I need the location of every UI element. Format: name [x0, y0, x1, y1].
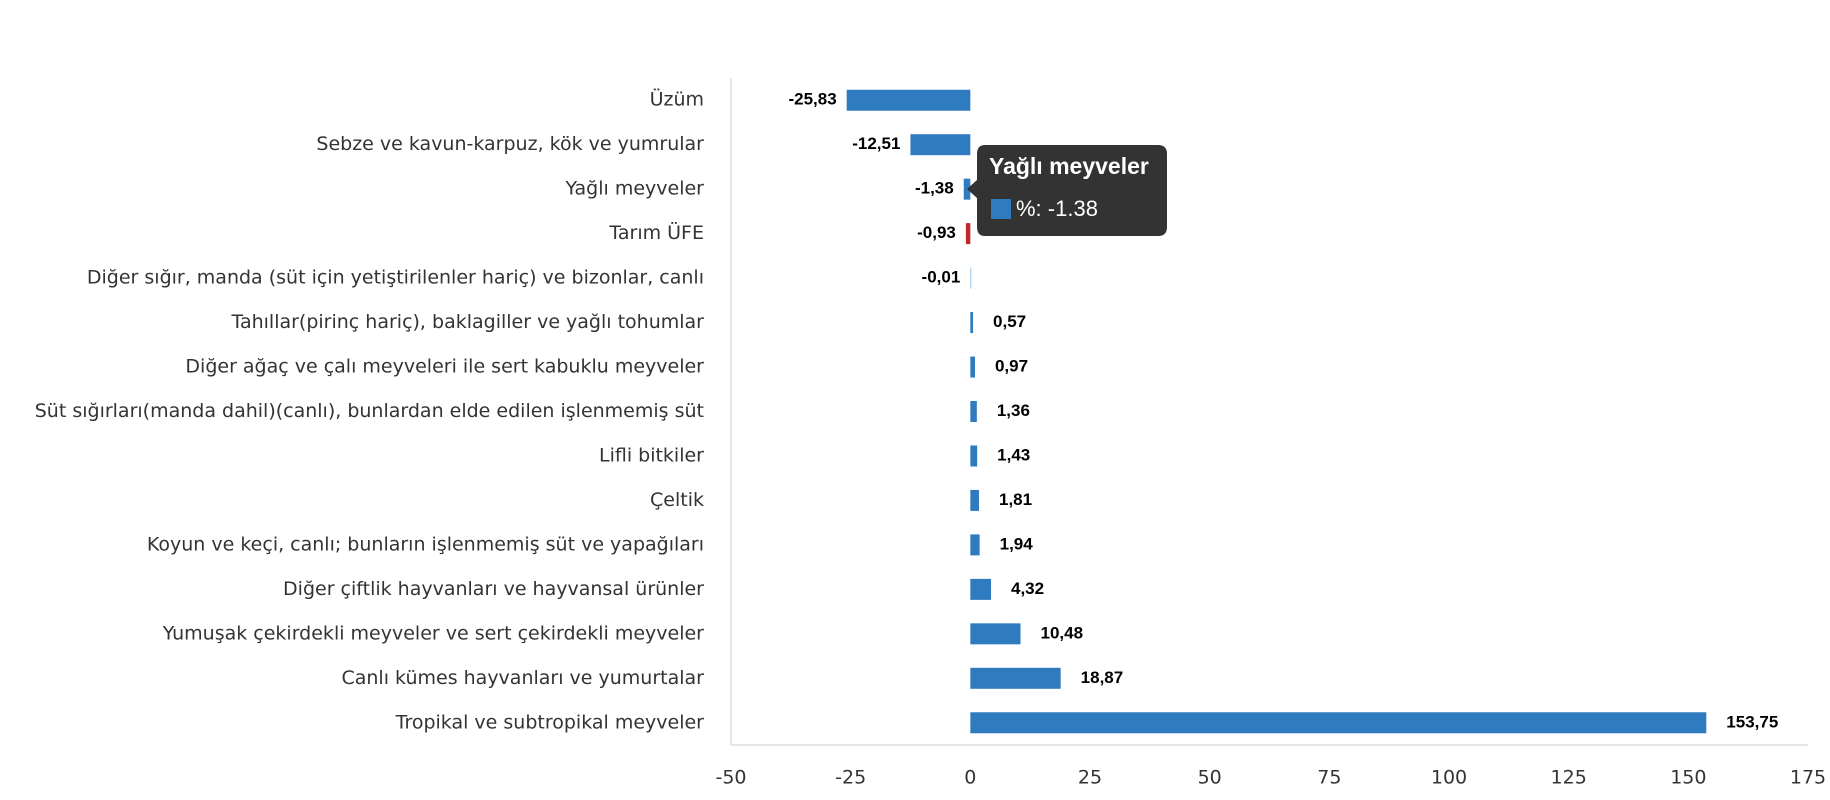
x-tick-label: 125: [1551, 767, 1587, 789]
x-tick-label: 0: [964, 767, 976, 789]
data-label: 0,97: [995, 357, 1028, 376]
data-label: 1,81: [999, 490, 1032, 509]
tooltip-title: Yağlı meyveler: [989, 153, 1149, 179]
y-tick-label: Üzüm: [650, 88, 704, 111]
bar: [970, 534, 980, 556]
bar: [970, 356, 975, 378]
tooltip-swatch: [991, 199, 1011, 219]
y-tick-label: Tahıllar(pirinç hariç), baklagiller ve y…: [230, 311, 704, 333]
x-tick-label: 175: [1790, 767, 1826, 789]
y-tick-label: Koyun ve keçi, canlı; bunların işlenmemi…: [147, 533, 704, 555]
data-label: -1,38: [915, 179, 954, 198]
bar: [910, 134, 971, 156]
data-label: -0,01: [922, 268, 961, 287]
x-tick-label: -50: [715, 767, 746, 789]
bar: [846, 89, 971, 111]
y-tick-label: Diğer ağaç ve çalı meyveleri ile sert ka…: [185, 356, 704, 378]
data-label: 4,32: [1011, 579, 1044, 598]
y-tick-label: Sebze ve kavun-karpuz, kök ve yumrular: [316, 133, 704, 155]
bar: [970, 445, 978, 467]
y-tick-label: Tarım ÜFE: [608, 221, 704, 244]
y-tick-label: Yumuşak çekirdekli meyveler ve sert çeki…: [162, 622, 704, 644]
tooltip: Yağlı meyveler %: -1.38: [967, 145, 1167, 236]
data-label: 0,57: [993, 312, 1026, 331]
x-tick-label: 75: [1317, 767, 1341, 789]
bar: [970, 401, 977, 422]
bar: [970, 623, 1021, 645]
y-tick-label: Lifli bitkiler: [599, 444, 704, 466]
data-label: 1,94: [1000, 534, 1034, 553]
data-label: -12,51: [852, 134, 900, 153]
x-tick-label: 50: [1198, 767, 1222, 789]
x-tick-label: 150: [1670, 767, 1706, 789]
data-label: 153,75: [1726, 712, 1778, 731]
data-label: 18,87: [1081, 668, 1124, 687]
bar: [970, 312, 974, 334]
tooltip-box: [967, 145, 1167, 236]
y-tick-label: Yağlı meyveler: [565, 178, 705, 200]
bar: [970, 489, 979, 511]
y-tick-label: Canlı kümes hayvanları ve yumurtalar: [341, 667, 704, 689]
data-label: 10,48: [1040, 623, 1083, 642]
y-tick-label: Çeltik: [650, 489, 704, 511]
bar: [970, 667, 1061, 689]
bar: [970, 578, 992, 600]
y-tick-label: Diğer sığır, manda (süt için yetiştirile…: [87, 267, 704, 289]
y-tick-label: Süt sığırları(manda dahil)(canlı), bunla…: [35, 400, 704, 422]
tooltip-text: %: -1.38: [1016, 196, 1098, 221]
x-tick-label: -25: [835, 767, 866, 789]
y-tick-label: Tropikal ve subtropikal meyveler: [395, 711, 705, 733]
data-label: -0,93: [917, 223, 956, 242]
x-tick-label: 100: [1431, 767, 1467, 789]
bar: [965, 223, 971, 245]
data-label: 1,43: [997, 445, 1030, 464]
bar: [970, 712, 1707, 734]
data-label: -25,83: [788, 90, 836, 109]
y-tick-label: Diğer çiftlik hayvanları ve hayvansal ür…: [283, 578, 704, 600]
x-tick-label: 25: [1078, 767, 1102, 789]
bar: [963, 178, 971, 200]
data-label: 1,36: [997, 401, 1030, 420]
bar: [970, 267, 972, 289]
